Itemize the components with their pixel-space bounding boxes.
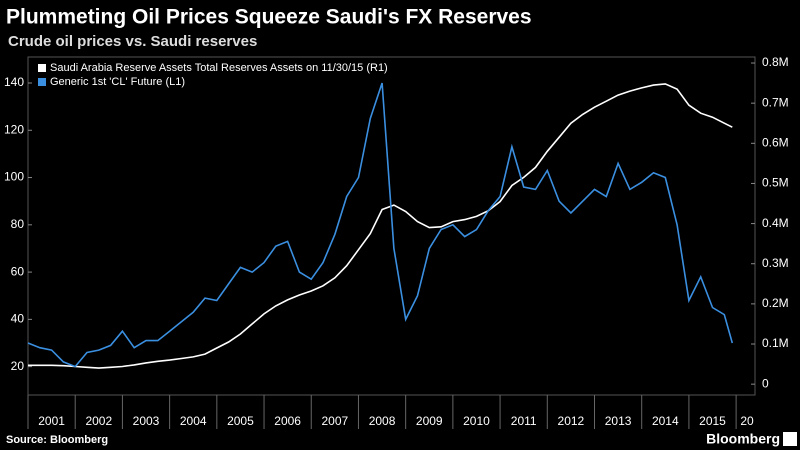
x-tick-label: 2007 xyxy=(321,414,348,428)
x-tick-label: 2010 xyxy=(463,414,490,428)
y-tick-label: 40 xyxy=(11,312,25,326)
x-tick-label: 2003 xyxy=(133,414,160,428)
x-tick-label: 2008 xyxy=(369,414,396,428)
y-tick-label: 140 xyxy=(4,75,24,89)
y2-tick-label: 0.1M xyxy=(762,336,789,350)
series-line xyxy=(28,83,733,369)
x-tick-label: 2015 xyxy=(699,414,726,428)
y-tick-label: 20 xyxy=(11,359,25,373)
y2-tick-label: 0.4M xyxy=(762,216,789,230)
legend-swatch xyxy=(38,78,46,86)
x-tick-label: 2011 xyxy=(511,414,537,428)
chart-subtitle: Crude oil prices vs. Saudi reserves xyxy=(8,33,257,50)
y-tick-label: 120 xyxy=(4,122,24,136)
y2-tick-label: 0.2M xyxy=(762,296,789,310)
y-tick-label: 80 xyxy=(11,217,25,231)
brand-icon xyxy=(783,432,797,446)
y2-tick-label: 0.6M xyxy=(762,135,789,149)
x-tick-label: 2006 xyxy=(274,414,301,428)
plot-frame xyxy=(27,56,756,396)
x-tick-label: 20 xyxy=(740,414,754,428)
x-tick-label: 2004 xyxy=(180,414,207,428)
x-tick-label: 2014 xyxy=(652,414,679,428)
brand: Bloomberg xyxy=(706,431,780,447)
source: Source: Bloomberg xyxy=(6,434,108,446)
x-tick-label: 2009 xyxy=(416,414,443,428)
x-tick-label: 2012 xyxy=(558,414,585,428)
x-tick-label: 2001 xyxy=(38,414,65,428)
chart-title: Plummeting Oil Prices Squeeze Saudi's FX… xyxy=(6,6,532,29)
x-tick-label: 2013 xyxy=(605,414,632,428)
legend-swatch xyxy=(38,64,46,72)
y-tick-label: 100 xyxy=(4,170,24,184)
x-tick-label: 2002 xyxy=(85,414,112,428)
legend-label: Generic 1st 'CL' Future (L1) xyxy=(50,76,185,88)
y-tick-label: 60 xyxy=(11,264,25,278)
y2-tick-label: 0.3M xyxy=(762,256,789,270)
x-tick-label: 2005 xyxy=(227,414,254,428)
y2-tick-label: 0 xyxy=(762,376,769,390)
legend-label: Saudi Arabia Reserve Assets Total Reserv… xyxy=(50,62,388,74)
y2-tick-label: 0.8M xyxy=(762,55,789,69)
series-line xyxy=(27,82,734,368)
y2-tick-label: 0.5M xyxy=(762,176,789,190)
y2-tick-label: 0.7M xyxy=(762,95,789,109)
